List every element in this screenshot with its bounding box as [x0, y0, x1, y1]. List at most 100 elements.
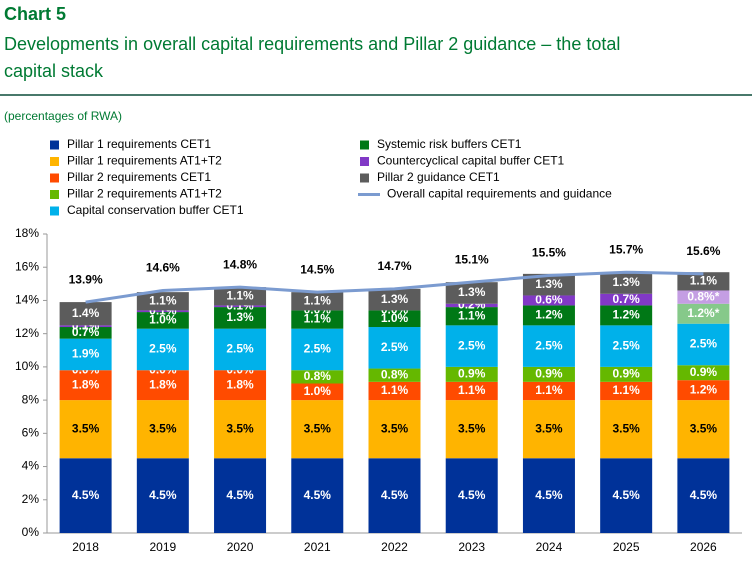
bar-segment [600, 325, 653, 367]
legend-label: Pillar 1 requirements AT1+T2 [67, 154, 222, 168]
data-label: 3.5% [381, 421, 409, 435]
bar-segment [677, 272, 730, 291]
data-label: 1.3% [612, 275, 640, 289]
bar-segment [677, 380, 730, 401]
bar-segment [368, 368, 421, 382]
data-label: 1.8% [72, 377, 100, 391]
legend-swatch [360, 140, 369, 150]
total-label: 13.9% [69, 272, 103, 286]
bar-segment [600, 305, 653, 326]
bar-segment [522, 295, 575, 306]
legend-swatch [50, 206, 59, 216]
legend-label: Pillar 2 requirements AT1+T2 [67, 187, 222, 201]
data-label: 1.1% [304, 293, 332, 307]
bar-segment [368, 458, 421, 533]
bar-segment [368, 327, 421, 369]
bar-segment [214, 458, 267, 533]
data-label: 4.5% [690, 488, 718, 502]
data-label: 1.1% [226, 288, 254, 302]
y-tick-label: 18% [15, 226, 39, 240]
legend-swatch [50, 157, 59, 166]
data-label: 3.5% [149, 421, 177, 435]
bar-segment [214, 400, 267, 459]
y-tick-label: 2% [22, 492, 40, 506]
bar-segment [136, 310, 189, 313]
data-label: 0.9% [612, 367, 640, 381]
legend-label: Systemic risk buffers CET1 [377, 137, 522, 151]
data-label: 0.8% [304, 369, 332, 383]
bar-segment [214, 307, 267, 329]
y-tick-label: 16% [15, 259, 39, 273]
total-label: 14.6% [146, 261, 180, 275]
total-label: 14.8% [223, 257, 257, 271]
y-tick-label: 10% [15, 359, 39, 373]
data-label: 4.5% [381, 488, 409, 502]
data-label: 1.0% [149, 313, 177, 327]
legend-label: Pillar 2 guidance CET1 [377, 170, 500, 184]
x-tick-label: 2021 [304, 540, 331, 554]
bar-segment [214, 287, 267, 306]
x-tick-label: 2026 [690, 540, 717, 554]
data-label: 1.2% [535, 308, 563, 322]
data-label: 2.5% [149, 342, 177, 356]
bar-segment [445, 282, 498, 304]
bar-segment [677, 400, 730, 459]
bar-segment [677, 323, 730, 366]
legend-label: Capital conservation buffer CET1 [67, 203, 244, 217]
data-label: 3.5% [690, 421, 718, 435]
chart-title: Chart 5 [4, 4, 66, 24]
x-tick-label: 2022 [381, 540, 408, 554]
data-label: 1.1% [149, 293, 177, 307]
bar-segment [136, 292, 189, 311]
data-label: 1.0% [304, 384, 332, 398]
data-label: 1.3% [226, 310, 254, 324]
data-label: 3.5% [72, 421, 100, 435]
data-label: 2.5% [381, 340, 409, 354]
data-label: 0.8%* [687, 289, 719, 303]
data-label: 1.8% [226, 377, 254, 391]
bar-segment [214, 370, 267, 401]
x-tick-label: 2024 [536, 540, 563, 554]
data-label: 0.9% [535, 367, 563, 381]
data-label: 1.8% [149, 377, 177, 391]
data-label: 0.9% [458, 367, 486, 381]
bar-segment [600, 381, 653, 401]
data-label: 1.1% [612, 383, 640, 397]
bar-segment [59, 370, 112, 401]
legend-label: Overall capital requirements and guidanc… [387, 187, 612, 201]
data-label: 3.5% [458, 421, 486, 435]
bar-segment [291, 383, 344, 401]
bar-segment [445, 458, 498, 533]
data-label: 4.5% [612, 488, 640, 502]
legend-label: Pillar 2 requirements CET1 [67, 170, 211, 184]
bar-segment [445, 400, 498, 459]
data-label: 3.5% [612, 421, 640, 435]
y-tick-label: 14% [15, 293, 39, 307]
bar-segment [522, 366, 575, 382]
bar-segment [522, 305, 575, 326]
bar-segment [291, 310, 344, 329]
bar-segment [136, 370, 189, 401]
bar-segment [677, 290, 730, 304]
data-label: 1.2% [690, 382, 718, 396]
data-label: 1.0% [381, 311, 409, 325]
data-label: 2.5% [535, 338, 563, 352]
bar-segment [677, 303, 730, 324]
data-label: 1.2% [612, 308, 640, 322]
data-label: 1.1% [458, 308, 486, 322]
bar-segment [368, 381, 421, 401]
data-label: 4.5% [226, 488, 254, 502]
data-label: 2.5% [226, 342, 254, 356]
bar-segment [136, 400, 189, 459]
legend-label: Pillar 1 requirements CET1 [67, 137, 211, 151]
x-tick-label: 2023 [458, 540, 485, 554]
chart-subtitle: Developments in overall capital requirem… [4, 34, 620, 81]
y-axis-label: (percentages of RWA) [4, 109, 122, 123]
bar-segment [600, 400, 653, 459]
data-label: 3.5% [304, 421, 332, 435]
line [85, 270, 704, 304]
y-tick-label: 4% [22, 459, 40, 473]
y-tick-label: 6% [22, 426, 40, 440]
data-label: 0.7% [72, 325, 100, 339]
total-label: 14.5% [300, 262, 334, 276]
